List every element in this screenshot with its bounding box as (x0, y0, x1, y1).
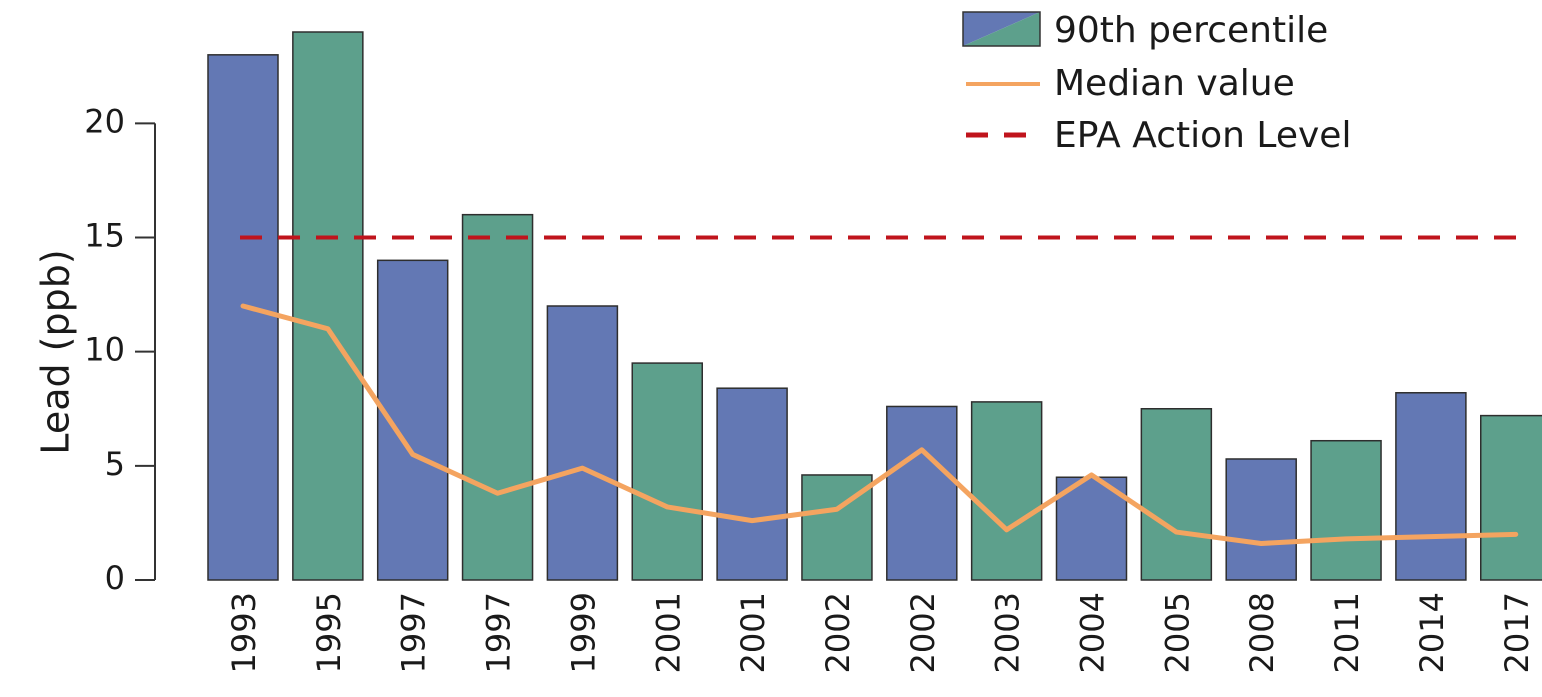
legend-swatch-bar-green (963, 12, 1040, 46)
x-tick-label: 1997 (395, 592, 433, 673)
x-tick-label: 1995 (310, 592, 348, 673)
x-tick-label: 2014 (1413, 592, 1451, 673)
y-axis-title: Lead (ppb) (34, 249, 78, 454)
bars (207, 31, 1542, 581)
y-tick-label: 15 (84, 217, 125, 255)
legend-item-90th-percentile: 90th percentile (962, 10, 1328, 51)
x-tick-label: 2002 (819, 592, 857, 673)
x-tick-label: 1993 (225, 592, 263, 673)
x-tick-label: 2001 (649, 592, 687, 673)
y-tick-label: 10 (84, 331, 125, 369)
median-line-group (240, 303, 1519, 546)
x-tick-label: 2004 (1074, 592, 1112, 673)
legend-swatch-bar-border (962, 11, 1041, 47)
bar (546, 305, 619, 581)
y-tick-label: 20 (84, 102, 125, 140)
x-tick-label: 2008 (1243, 592, 1281, 673)
median-value-line (240, 303, 1519, 546)
bar (1225, 458, 1297, 581)
legend: 90th percentile Median value EPA Action … (962, 10, 1351, 156)
x-tick-label: 2001 (734, 592, 772, 673)
legend-item-median-value: Median value (966, 63, 1295, 104)
bar (886, 405, 958, 581)
x-tick-label: 1997 (480, 592, 518, 673)
y-axis-title-group: Lead (ppb) (34, 249, 78, 454)
y-tick-label: 5 (105, 445, 125, 483)
x-tick-label: 2017 (1498, 592, 1536, 673)
x-tick-label: 2002 (904, 592, 942, 673)
bar (970, 401, 1043, 581)
bar (716, 387, 788, 581)
x-tick-label: 2003 (989, 592, 1027, 673)
legend-label-90th-percentile: 90th percentile (1054, 10, 1328, 51)
bar (631, 362, 703, 581)
bar (1480, 414, 1542, 581)
bar (292, 31, 364, 581)
bar (1140, 408, 1213, 581)
x-axis-tick-labels: 1993 1995 1997 1997 1999 2001 2001 2002 2002 2003… (225, 592, 1536, 673)
x-tick-label: 1999 (564, 592, 602, 673)
bar (1395, 392, 1467, 581)
legend-label-epa-action-level: EPA Action Level (1054, 115, 1351, 156)
bar (1310, 439, 1382, 581)
y-tick-label: 0 (105, 559, 125, 597)
x-tick-label: 2005 (1158, 592, 1196, 673)
bar (461, 213, 534, 581)
bar (1055, 476, 1128, 581)
legend-label-median-value: Median value (1054, 63, 1295, 104)
y-axis: 0 5 10 15 20 (84, 102, 156, 597)
x-tick-label: 2011 (1328, 592, 1366, 673)
legend-item-epa-action-level: EPA Action Level (966, 115, 1351, 156)
bar (207, 54, 279, 581)
